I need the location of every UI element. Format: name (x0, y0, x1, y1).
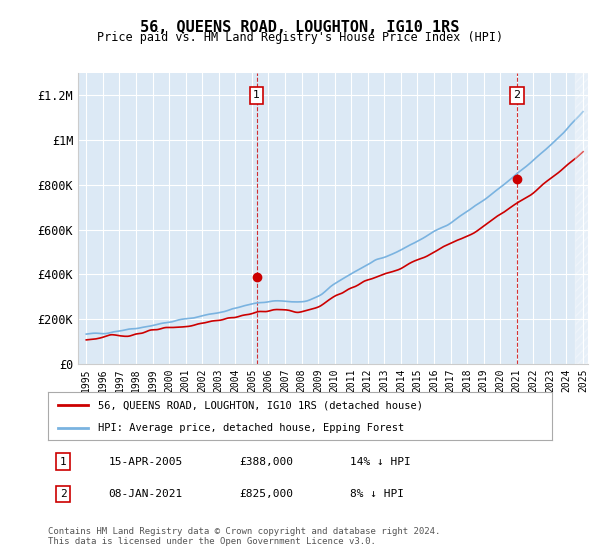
Text: 08-JAN-2021: 08-JAN-2021 (109, 489, 183, 499)
Text: 1: 1 (60, 457, 67, 466)
Text: 8% ↓ HPI: 8% ↓ HPI (350, 489, 404, 499)
Text: HPI: Average price, detached house, Epping Forest: HPI: Average price, detached house, Eppi… (98, 423, 404, 433)
Text: 1: 1 (253, 90, 260, 100)
Text: 14% ↓ HPI: 14% ↓ HPI (350, 457, 411, 466)
Text: 2: 2 (60, 489, 67, 499)
Text: £825,000: £825,000 (239, 489, 293, 499)
Text: Contains HM Land Registry data © Crown copyright and database right 2024.
This d: Contains HM Land Registry data © Crown c… (48, 526, 440, 546)
Text: 56, QUEENS ROAD, LOUGHTON, IG10 1RS: 56, QUEENS ROAD, LOUGHTON, IG10 1RS (140, 20, 460, 35)
Text: £388,000: £388,000 (239, 457, 293, 466)
Text: Price paid vs. HM Land Registry's House Price Index (HPI): Price paid vs. HM Land Registry's House … (97, 31, 503, 44)
Text: 56, QUEENS ROAD, LOUGHTON, IG10 1RS (detached house): 56, QUEENS ROAD, LOUGHTON, IG10 1RS (det… (98, 400, 424, 410)
Text: 15-APR-2005: 15-APR-2005 (109, 457, 183, 466)
Text: 2: 2 (514, 90, 521, 100)
